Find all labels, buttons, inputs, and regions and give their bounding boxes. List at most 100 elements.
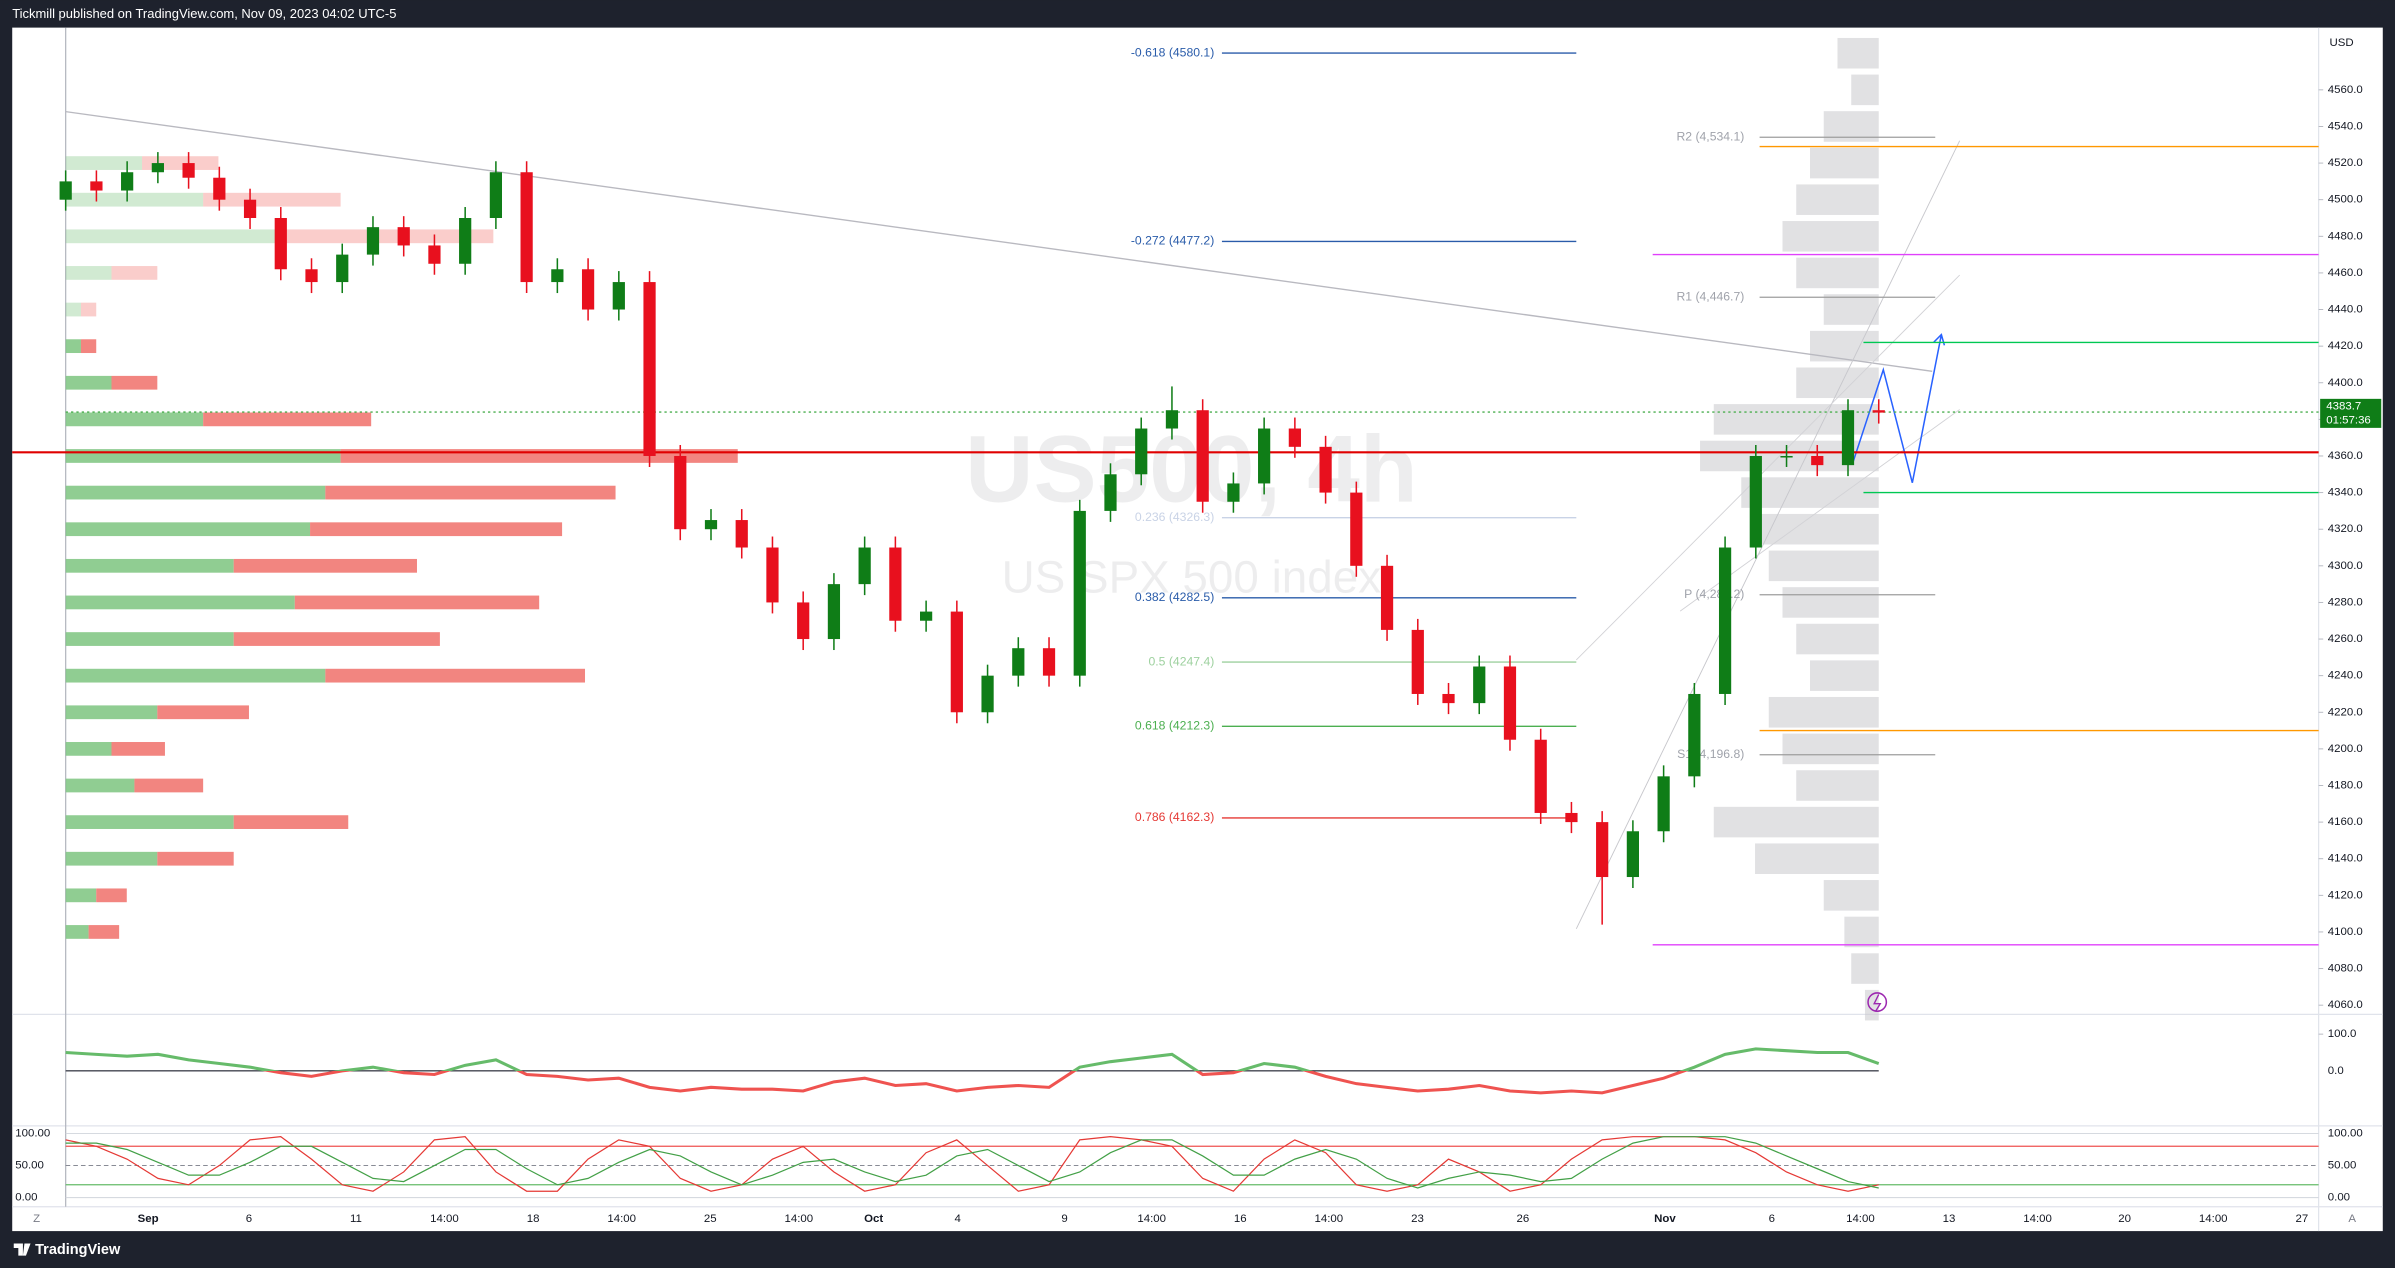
- session-profile-bar: [1823, 880, 1879, 911]
- stoch-tick-label: 0.00: [2328, 1192, 2350, 1204]
- candle-body: [704, 520, 718, 530]
- candle-body: [1688, 693, 1701, 777]
- candle-body: [1780, 455, 1793, 458]
- candle-body: [59, 181, 72, 200]
- axis-button[interactable]: A: [2348, 1213, 2356, 1225]
- rsi-tick-label: 0.0: [2328, 1065, 2344, 1077]
- x-tick-label: 25: [704, 1213, 717, 1225]
- x-tick-label: 14:00: [1315, 1213, 1344, 1225]
- alert-icon[interactable]: [1867, 992, 1888, 1013]
- y-tick-label: 4140.0: [2328, 853, 2363, 865]
- stoch-tick-label: 50.00: [2328, 1160, 2357, 1172]
- stoch-tick-label-left: 100.00: [15, 1127, 50, 1139]
- candle-body: [920, 611, 933, 621]
- session-profile-bar: [1796, 623, 1879, 655]
- x-tick-label: 14:00: [785, 1213, 814, 1225]
- candle-body: [1718, 547, 1732, 694]
- y-tick-label: 4300.0: [2328, 560, 2363, 572]
- profile-sell: [310, 522, 563, 537]
- profile-buy: [65, 595, 295, 610]
- x-tick-label: 16: [1234, 1213, 1247, 1225]
- stoch-line: [65, 1136, 1879, 1189]
- candle-body: [1442, 693, 1455, 704]
- profile-sell: [134, 778, 204, 793]
- x-tick-label: 11: [350, 1213, 362, 1225]
- candle-body: [1227, 483, 1240, 502]
- rsi-tick-label: 100.0: [2328, 1028, 2357, 1040]
- y-tick-label: 4420.0: [2328, 340, 2363, 352]
- candle-body: [428, 245, 441, 264]
- session-profile-bar: [1809, 147, 1879, 179]
- candle-body: [1534, 739, 1547, 813]
- pivot-label: R2 (4,534.1): [1676, 129, 1744, 143]
- profile-sell: [233, 558, 417, 573]
- profile-sell: [157, 705, 249, 720]
- candle-body: [1473, 666, 1486, 704]
- candle-body: [1288, 428, 1301, 447]
- x-tick-label: 13: [1943, 1213, 1956, 1225]
- x-tick-label: 4: [955, 1213, 962, 1225]
- session-profile-bar: [1809, 660, 1879, 691]
- stoch-tick-label-left: 0.00: [15, 1192, 37, 1204]
- candle-body: [1104, 474, 1117, 511]
- session-profile-bar: [1851, 74, 1879, 106]
- profile-buy: [65, 522, 311, 537]
- y-tick-label: 4260.0: [2328, 633, 2363, 645]
- candle-body: [643, 282, 656, 456]
- profile-sell: [279, 229, 494, 244]
- session-profile-bar: [1782, 221, 1879, 252]
- candle-body: [1565, 812, 1578, 823]
- profile-sell: [233, 632, 440, 646]
- x-tick-label: 20: [2118, 1213, 2131, 1225]
- y-tick-label: 4320.0: [2328, 523, 2363, 535]
- candle-body: [520, 172, 533, 283]
- fib-label: 0.382 (4282.5): [1135, 590, 1214, 604]
- x-tick-label: 14:00: [607, 1213, 636, 1225]
- session-profile-bar: [1796, 770, 1879, 801]
- candle-body: [1319, 446, 1332, 493]
- last-price-box: [2320, 398, 2382, 428]
- y-tick-label: 4440.0: [2328, 304, 2363, 316]
- profile-sell: [325, 668, 586, 683]
- candle-body: [151, 163, 164, 173]
- profiles: [65, 37, 1879, 1021]
- publish-header: Tickmill published on TradingView.com, N…: [12, 6, 396, 21]
- y-tick-label: 4340.0: [2328, 487, 2363, 499]
- axis-button[interactable]: Z: [33, 1213, 40, 1225]
- y-tick-label: 4120.0: [2328, 889, 2363, 901]
- fib-label: 0.786 (4162.3): [1135, 810, 1214, 824]
- y-tick-label: 4060.0: [2328, 999, 2363, 1011]
- y-tick-label: 4200.0: [2328, 743, 2363, 755]
- profile-sell: [88, 925, 120, 939]
- candle-body: [1872, 410, 1885, 413]
- last-price: 4383.7: [2326, 401, 2361, 413]
- profile-sell: [111, 742, 165, 756]
- candle-body: [1380, 565, 1394, 630]
- x-tick-label: 9: [1061, 1213, 1067, 1225]
- y-tick-label: 4460.0: [2328, 267, 2363, 279]
- candle-body: [981, 675, 994, 713]
- session-profile-bar: [1796, 367, 1879, 399]
- candles: [59, 152, 1885, 925]
- fib-label: 0.5 (4247.4): [1148, 654, 1214, 668]
- y-tick-label: 4160.0: [2328, 816, 2363, 828]
- profile-buy: [65, 266, 112, 280]
- profile-buy: [65, 558, 234, 573]
- session-profile-bar: [1823, 111, 1879, 142]
- profile-buy: [65, 705, 158, 720]
- session-profile-bar: [1741, 477, 1879, 508]
- branding[interactable]: TradingView: [35, 1242, 121, 1258]
- session-profile-bar: [1823, 294, 1879, 325]
- candle-body: [459, 217, 472, 264]
- profile-buy: [65, 632, 234, 646]
- profile-sell: [233, 815, 349, 829]
- candle-body: [889, 547, 902, 621]
- candle-body: [581, 269, 595, 310]
- profile-buy: [65, 742, 112, 756]
- x-tick-label: Nov: [1654, 1213, 1676, 1225]
- profile-buy: [65, 668, 326, 683]
- session-profile-bar: [1768, 696, 1879, 728]
- y-tick-label: 4480.0: [2328, 230, 2363, 242]
- profile-buy: [65, 229, 280, 244]
